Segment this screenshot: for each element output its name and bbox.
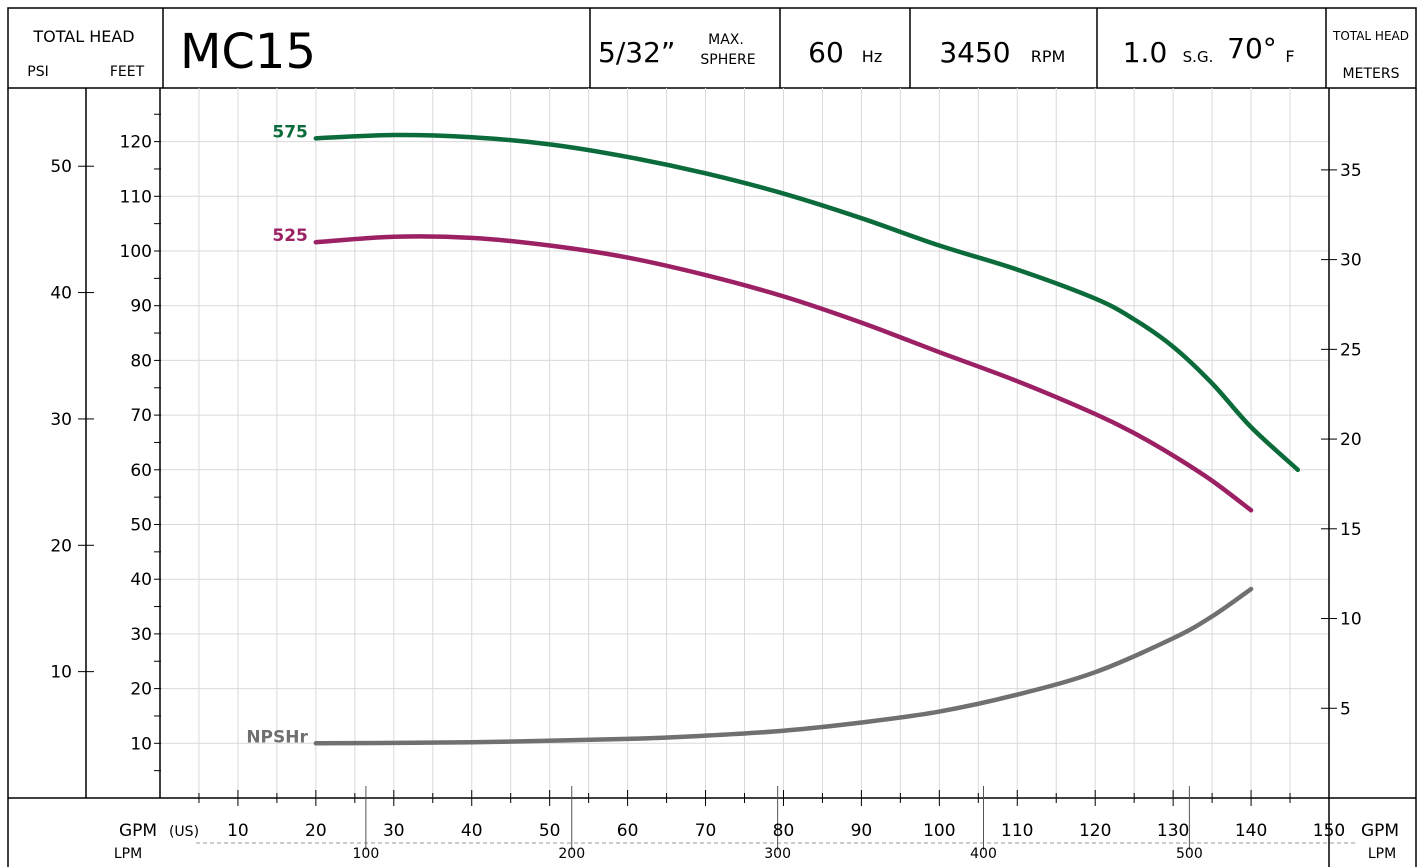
feet-tick-label: 90 — [130, 297, 152, 317]
frequency-value: 60 — [808, 36, 844, 69]
gpm-tick-label: 40 — [461, 821, 483, 841]
speed-value: 3450 — [939, 36, 1010, 69]
gpm-tick-label: 90 — [851, 821, 873, 841]
lpm-axis-label-right: LPM — [1368, 846, 1396, 862]
temperature-unit: F — [1285, 47, 1294, 66]
grid — [160, 88, 1329, 798]
lpm-tick-label: 200 — [558, 846, 585, 862]
gpm-axis-label: GPM — [119, 821, 157, 841]
curve-label-npshr: NPSHr — [246, 727, 308, 747]
gpm-tick-label: 10 — [227, 821, 249, 841]
footer: GPM (US) GPM LPM LPM — [114, 821, 1399, 862]
axes — [78, 88, 1355, 867]
sg-value: 1.0 — [1123, 36, 1168, 69]
temperature-value: 70° — [1227, 32, 1277, 65]
lpm-axis-label: LPM — [114, 846, 142, 862]
psi-tick-label: 40 — [50, 284, 72, 304]
curve-575 — [313, 132, 1301, 473]
feet-label: FEET — [110, 64, 145, 80]
psi-tick-label: 30 — [50, 410, 72, 430]
feet-tick-label: 60 — [130, 461, 152, 481]
sg-label: S.G. — [1183, 48, 1214, 66]
gpm-tick-label: 140 — [1235, 821, 1267, 841]
meters-tick-label: 35 — [1340, 161, 1362, 181]
model-title: MC15 — [180, 24, 316, 80]
right-head-title: TOTAL HEAD — [1332, 29, 1409, 43]
gpm-tick-label: 30 — [383, 821, 405, 841]
gpm-tick-label: 130 — [1157, 821, 1189, 841]
meters-label: METERS — [1343, 66, 1400, 82]
curve-label-575: 575 — [272, 122, 308, 142]
gpm-tick-label: 120 — [1079, 821, 1111, 841]
gpm-axis-label-right: GPM — [1361, 821, 1399, 841]
feet-tick-label: 120 — [120, 133, 152, 153]
meters-tick-label: 5 — [1340, 699, 1351, 719]
meters-tick-label: 30 — [1340, 251, 1362, 271]
psi-label: PSI — [27, 64, 48, 80]
sphere-max-label: MAX. — [708, 32, 744, 48]
meters-tick-label: 20 — [1340, 430, 1362, 450]
gpm-tick-label: 60 — [617, 821, 639, 841]
meters-tick-label: 10 — [1340, 610, 1362, 630]
header: TOTAL HEAD PSI FEET MC15 5/32” MAX. SPHE… — [7, 7, 1417, 89]
curve-525 — [313, 234, 1254, 513]
lpm-tick-label: 400 — [970, 846, 997, 862]
sphere-value: 5/32” — [598, 36, 675, 69]
gpm-tick-label: 80 — [773, 821, 795, 841]
curve-npshr — [313, 586, 1254, 746]
left-head-title: TOTAL HEAD — [32, 27, 134, 46]
speed-unit: RPM — [1031, 47, 1066, 66]
gpm-tick-label: 100 — [923, 821, 955, 841]
curve-label-525: 525 — [272, 226, 308, 246]
sphere-label: SPHERE — [700, 52, 755, 68]
series-group: 575 525 NPSHr — [246, 122, 1301, 747]
gpm-tick-label: 150 — [1313, 821, 1345, 841]
psi-tick-label: 10 — [50, 663, 72, 683]
gpm-tick-label: 20 — [305, 821, 327, 841]
gpm-tick-label: 70 — [695, 821, 717, 841]
chart-frame — [7, 88, 1417, 867]
psi-tick-label: 50 — [50, 157, 72, 177]
tick-labels: 10 20 30 40 50 60 70 80 90 100 110 120 10 20 30 40 50 5 10… — [50, 133, 1361, 862]
meters-tick-label: 15 — [1340, 520, 1362, 540]
feet-tick-label: 70 — [130, 406, 152, 426]
meters-tick-label: 25 — [1340, 340, 1362, 360]
lpm-tick-label: 100 — [353, 846, 380, 862]
feet-tick-label: 40 — [130, 570, 152, 590]
lpm-tick-label: 300 — [764, 846, 791, 862]
gpm-tick-label: 110 — [1001, 821, 1033, 841]
psi-tick-label: 20 — [50, 536, 72, 556]
feet-tick-label: 30 — [130, 625, 152, 645]
gpm-tick-label: 50 — [539, 821, 561, 841]
feet-tick-label: 110 — [120, 187, 152, 207]
lpm-tick-label: 500 — [1176, 846, 1203, 862]
frequency-unit: Hz — [862, 47, 882, 66]
feet-tick-label: 100 — [120, 242, 152, 262]
gpm-unit-label: (US) — [169, 824, 199, 840]
feet-tick-label: 50 — [130, 516, 152, 536]
feet-tick-label: 10 — [130, 734, 152, 754]
feet-tick-label: 20 — [130, 680, 152, 700]
feet-tick-label: 80 — [130, 351, 152, 371]
